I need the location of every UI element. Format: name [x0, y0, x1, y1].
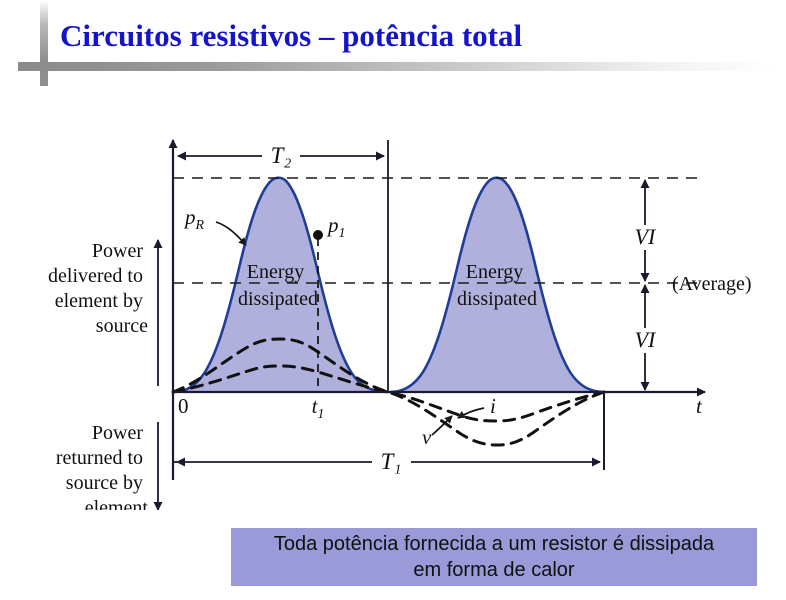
- v-label: v: [422, 425, 432, 449]
- energy-2-line2: dissipated: [457, 288, 537, 310]
- title-decoration-horizontal-bar: [18, 62, 778, 71]
- i-label-text: i: [490, 394, 496, 418]
- power-hump-2-fill: [390, 177, 604, 392]
- caption-box: Toda potência fornecida a um resistor é …: [231, 528, 757, 586]
- current-sine-curve: [171, 364, 606, 423]
- t2-label-text: T₂: [271, 143, 292, 168]
- energy-2-line1: Energy: [466, 261, 523, 283]
- power-returned-label: Power returned to source by element: [56, 422, 149, 510]
- page-title: Circuitos resistivos – potência total: [60, 18, 523, 53]
- caption-text: Toda potência fornecida a um resistor é …: [264, 531, 724, 583]
- t1-label-text: T₁: [381, 449, 402, 474]
- power-delivered-label: Power delivered to element by source: [48, 240, 148, 337]
- power-returned-line1: Power: [92, 422, 143, 444]
- i-leader-line: [457, 407, 485, 419]
- vi-upper-label-text: VI: [635, 224, 657, 249]
- v-leader-line: [431, 415, 453, 436]
- pr-label: pR: [183, 205, 205, 233]
- average-label: (Average): [672, 273, 752, 295]
- vi-lower-label-text: VI: [635, 327, 657, 352]
- vi-lower-label: VI: [635, 327, 657, 352]
- power-returned-line3: source by: [66, 472, 143, 494]
- caption-line-1: Toda potência fornecida a um resistor é …: [273, 533, 715, 555]
- t2-label: T₂: [271, 143, 292, 168]
- v-label-text: v: [422, 425, 432, 449]
- energy-dissipated-label-1: Energy dissipated: [238, 261, 318, 310]
- x-axis-label-text: t: [696, 394, 703, 418]
- power-delivered-line2: delivered to: [48, 265, 143, 287]
- power-returned-line4: element: [85, 497, 149, 510]
- average-label-text: (Average): [672, 273, 752, 295]
- energy-1-line2: dissipated: [238, 288, 318, 310]
- title-decoration-vertical-bar: [40, 0, 48, 86]
- t1-label: T₁: [381, 449, 402, 474]
- figure-svg: T₂ T₁ VI VI (Average) pR: [48, 139, 752, 510]
- p1-point-marker: [313, 230, 323, 240]
- power-waveform-figure: T₂ T₁ VI VI (Average) pR: [0, 110, 786, 510]
- power-hump-1-fill: [173, 177, 388, 392]
- origin-label: 0: [178, 394, 189, 418]
- power-delivered-line3: element by: [55, 290, 143, 312]
- power-delivered-line1: Power: [92, 240, 143, 262]
- vi-upper-label: VI: [635, 224, 657, 249]
- caption-line-2: em forma de calor: [413, 559, 575, 581]
- x-axis-label: t: [696, 394, 703, 418]
- energy-1-line1: Energy: [247, 261, 304, 283]
- power-returned-line2: returned to: [56, 447, 143, 469]
- origin-label-text: 0: [178, 394, 189, 418]
- energy-dissipated-label-2: Energy dissipated: [457, 261, 537, 310]
- p1-label: p1: [326, 213, 346, 241]
- i-label: i: [490, 394, 496, 418]
- power-delivered-line4: source: [96, 315, 148, 337]
- t1-tick-label: t1: [312, 394, 325, 422]
- power-curve-group: [172, 176, 605, 394]
- pr-leader-line: [215, 221, 247, 246]
